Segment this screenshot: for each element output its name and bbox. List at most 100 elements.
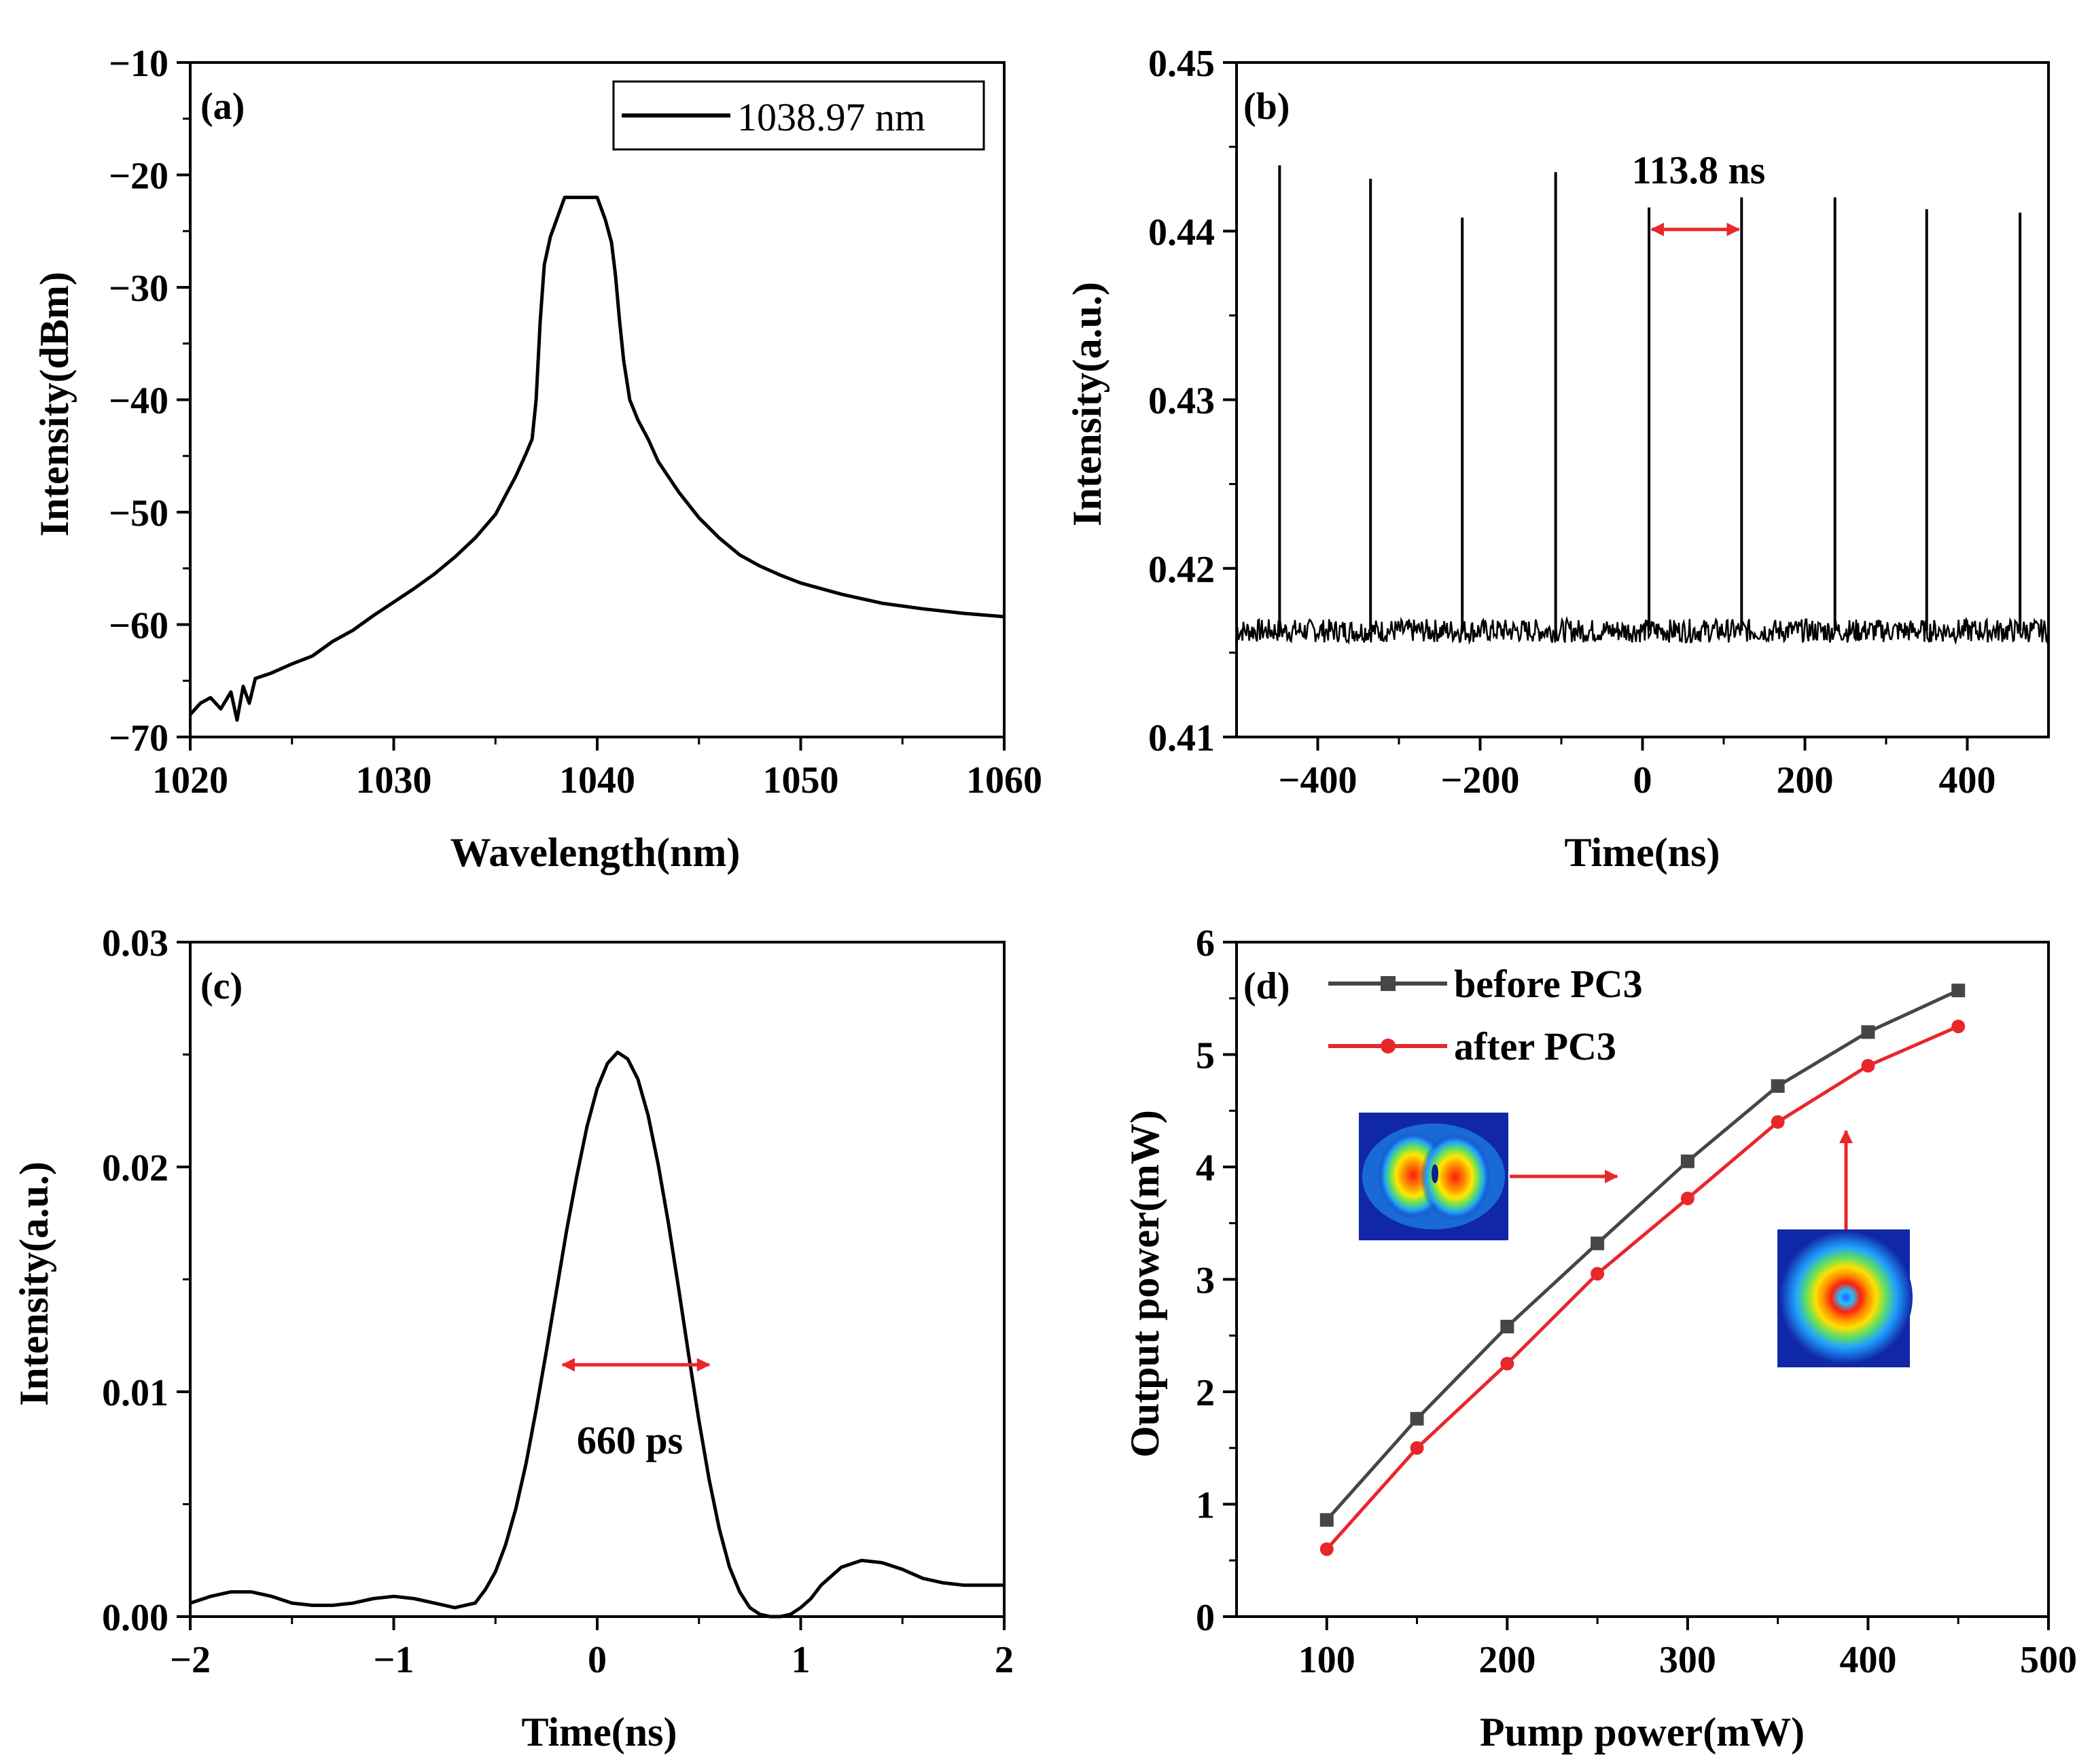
y-tick-label: 0.01 [102, 1372, 168, 1414]
panel-a-legend: 1038.97 nm [612, 80, 985, 151]
two-lobe-beam-inset [1359, 1113, 1508, 1240]
y-tick-label: 0.42 [1148, 549, 1215, 591]
after-pc3-point [1319, 1542, 1334, 1556]
x-tick-label: 400 [1939, 759, 1996, 802]
panel-a-x-label: Wavelength(nm) [450, 830, 741, 875]
period-annotation: 113.8 ns [1632, 148, 1766, 192]
panel-b-pulse-train: −400 −200 0 200 400 0.41 0.42 0.43 0.44 0.45 (b)… [1065, 43, 2050, 875]
panel-c-label: (c) [200, 965, 243, 1007]
panel-d-legend: before PC3 after PC3 [1328, 962, 1643, 1068]
legend-label-before: before PC3 [1454, 962, 1643, 1006]
panel-d-x-label: Pump power(mW) [1480, 1710, 1805, 1754]
before-pc3-point [1951, 984, 1966, 998]
panel-d-label: (d) [1243, 965, 1290, 1007]
after-pc3-point [1951, 1020, 1966, 1034]
panel-a-plot-area [189, 61, 1006, 738]
x-tick-label: 1060 [966, 759, 1042, 802]
panel-d-x-axis: 100 200 300 400 500 [1298, 1617, 2077, 1681]
y-tick-label: 0.02 [102, 1147, 168, 1189]
x-tick-label: −400 [1279, 759, 1357, 802]
x-tick-label: 200 [1478, 1639, 1536, 1681]
x-tick-label: 2 [995, 1639, 1014, 1681]
legend-marker-after [1381, 1039, 1396, 1054]
y-tick-label: 1 [1196, 1485, 1215, 1527]
x-tick-label: 0 [588, 1639, 607, 1681]
x-tick-label: 0 [1633, 759, 1652, 802]
x-tick-label: 100 [1298, 1639, 1355, 1681]
panel-d-y-label: Output power(mW) [1122, 1110, 1167, 1458]
y-tick-label: 0.41 [1148, 717, 1215, 759]
y-tick-label: 0.43 [1148, 380, 1215, 422]
after-pc3-point [1680, 1191, 1694, 1206]
y-tick-label: −70 [109, 717, 168, 759]
y-tick-label: −50 [109, 492, 168, 535]
x-tick-label: 500 [2020, 1639, 2077, 1681]
x-tick-label: −2 [170, 1639, 211, 1681]
donut-beam-inset [1777, 1229, 1913, 1367]
before-pc3-point [1771, 1079, 1785, 1093]
before-pc3-point [1319, 1513, 1334, 1527]
after-pc3-line [1325, 1024, 1959, 1551]
panel-a-x-axis: 1020 1030 1040 1050 1060 [152, 737, 1042, 802]
panel-c-plot-area [189, 941, 1006, 1619]
y-tick-label: 5 [1196, 1035, 1215, 1077]
x-tick-label: 1 [792, 1639, 811, 1681]
y-tick-label: 0.45 [1148, 43, 1215, 85]
inset-right-lobe [1420, 1134, 1491, 1221]
panel-c-x-axis: −2 −1 0 1 2 [170, 1617, 1014, 1681]
x-tick-label: 1020 [152, 759, 228, 802]
y-tick-label: 6 [1196, 922, 1215, 965]
y-tick-label: −40 [109, 380, 168, 422]
inset-donut [1779, 1231, 1913, 1364]
panel-b-x-axis: −400 −200 0 200 400 [1279, 737, 1996, 802]
panel-c-y-label: Intensity(a.u.) [12, 1162, 56, 1406]
panel-d-y-axis: 0 1 2 3 4 5 6 [1196, 922, 1237, 1639]
y-tick-label: −30 [109, 268, 168, 310]
y-tick-label: 3 [1196, 1260, 1215, 1302]
before-pc3-point [1861, 1025, 1875, 1039]
legend-label: 1038.97 nm [737, 95, 925, 139]
x-tick-label: 300 [1659, 1639, 1716, 1681]
y-tick-label: −60 [109, 605, 168, 647]
y-tick-label: 4 [1196, 1147, 1215, 1189]
plot-frame [189, 61, 1006, 738]
before-pc3-point [1410, 1411, 1424, 1426]
panel-d-plot-area [1235, 941, 2050, 1618]
panel-a-y-axis: −70 −60 −50 −40 −30 −20 −10 [109, 43, 190, 759]
width-annotation: 660 ps [577, 1418, 683, 1462]
x-tick-label: 400 [1839, 1639, 1896, 1681]
panel-a-label: (a) [200, 86, 245, 128]
before-pc3-point [1500, 1320, 1514, 1334]
panel-b-x-label: Time(ns) [1565, 830, 1720, 875]
before-pc3-point [1680, 1154, 1694, 1168]
before-pc3-line [1325, 988, 1959, 1522]
y-tick-label: −10 [109, 43, 168, 85]
panel-c-x-label: Time(ns) [522, 1710, 677, 1754]
legend-label-after: after PC3 [1454, 1024, 1616, 1068]
y-tick-label: 0.44 [1148, 211, 1215, 253]
panel-a-y-label: Intensity(dBm) [32, 272, 77, 537]
pulse-profile-line [190, 1050, 1004, 1619]
panel-b-y-label: Intensity(a.u.) [1065, 282, 1110, 526]
inset-center-null [1432, 1164, 1438, 1183]
panel-d-output-power: 100 200 300 400 500 0 1 2 3 4 5 6 (d) before PC3 a… [1122, 922, 2077, 1754]
panel-c-single-pulse: −2 −1 0 1 2 0.00 0.01 0.02 0.03 (c) 660 ps Time… [12, 922, 1014, 1754]
x-tick-label: 200 [1777, 759, 1834, 802]
x-tick-label: −1 [374, 1639, 414, 1681]
after-pc3-point [1771, 1115, 1785, 1129]
legend-marker-before [1381, 976, 1396, 991]
panel-a-spectrum: 1020 1030 1040 1050 1060 −70−60−50−40−30−20−… [32, 43, 1042, 875]
y-tick-label: 2 [1196, 1372, 1215, 1414]
panel-b-y-axis: 0.41 0.42 0.43 0.44 0.45 [1148, 43, 1237, 759]
before-pc3-point [1591, 1236, 1605, 1250]
after-pc3-point [1861, 1059, 1875, 1073]
x-tick-label: 1030 [356, 759, 432, 802]
after-pc3-point [1500, 1356, 1514, 1371]
y-tick-label: 0 [1196, 1597, 1215, 1639]
y-tick-label: 0.00 [102, 1597, 168, 1639]
after-pc3-point [1410, 1441, 1424, 1455]
y-tick-label: 0.03 [102, 922, 168, 965]
x-tick-label: 1050 [763, 759, 839, 802]
x-tick-label: 1040 [559, 759, 635, 802]
